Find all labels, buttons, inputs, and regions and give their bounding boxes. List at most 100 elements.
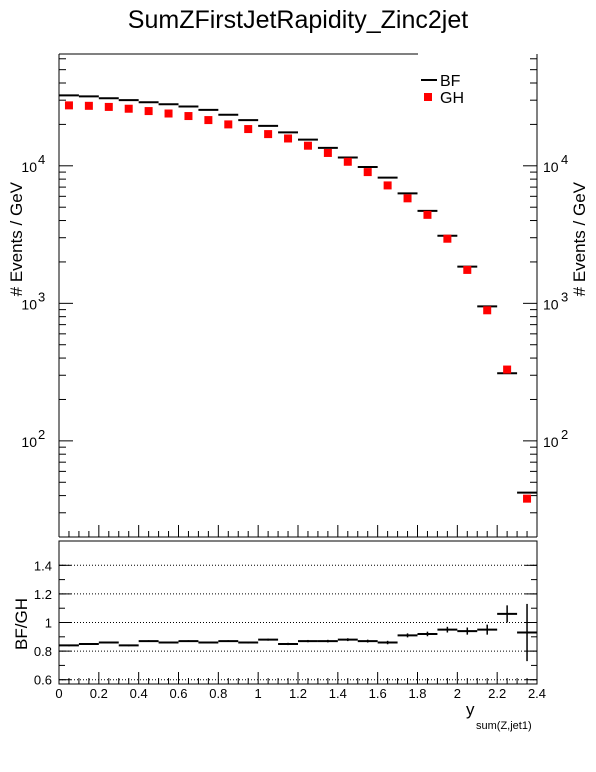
ratio-point <box>317 639 338 643</box>
y-tick-exponent: 2 <box>561 427 568 442</box>
gh-point <box>363 168 372 177</box>
series-bf <box>59 94 537 494</box>
x-tick-label: 0.8 <box>209 686 227 701</box>
gh-point <box>323 148 332 157</box>
ratio-point <box>98 641 119 644</box>
ratio-point <box>298 639 318 643</box>
ratio-y-tick-label: 0.6 <box>34 673 52 688</box>
gh-point <box>483 306 492 315</box>
legend-entry-gh: GH <box>424 90 464 107</box>
ratio-point <box>78 642 99 645</box>
y-tick-base: 10 <box>543 296 559 312</box>
ratio-point <box>218 640 239 643</box>
ratio-y-tick-label: 1.2 <box>34 587 52 602</box>
legend-label-bf: BF <box>440 73 461 90</box>
chart-title: SumZFirstJetRapidity_Zinc2jet <box>128 6 468 34</box>
ratio-y-tick-label: 0.8 <box>34 644 52 659</box>
y-tick-base: 10 <box>543 159 559 175</box>
gh-point <box>104 102 113 111</box>
gh-point <box>244 125 253 134</box>
ratio-point <box>118 644 139 647</box>
x-tick-label: 0.2 <box>90 686 108 701</box>
x-axis-label: y <box>466 700 475 719</box>
x-tick-label: 1.4 <box>329 686 347 701</box>
gh-point <box>84 101 93 110</box>
ratio-tick-labels: 0.6 0.8 1 1.2 1.4 0 0.2 0.4 0.6 0.8 1 1.2 1.4 1.6 1.8 2… <box>34 558 546 701</box>
gh-point <box>184 112 193 121</box>
y-tick-base: 10 <box>21 159 37 175</box>
x-tick-label: 2 <box>454 686 461 701</box>
x-axis-title: y sum(Z,jet1) <box>466 700 532 732</box>
gh-point <box>523 494 532 503</box>
gh-point <box>224 120 233 129</box>
main-axis-ticks <box>58 58 538 684</box>
gh-point <box>64 101 73 110</box>
y-tick-base: 10 <box>543 434 559 450</box>
ratio-gridlines <box>59 564 537 681</box>
series-ratio <box>59 603 537 662</box>
ratio-point <box>337 638 358 642</box>
y-tick-exponent: 4 <box>561 152 568 167</box>
ratio-point <box>258 638 279 641</box>
legend: BF GH <box>421 73 464 107</box>
main-y-axis-label: # Events / GeV <box>7 181 26 296</box>
y-tick-exponent: 3 <box>38 289 45 304</box>
gh-point <box>403 194 412 203</box>
ratio-point <box>477 624 498 635</box>
gh-point <box>204 116 213 125</box>
x-tick-label: 0.4 <box>130 686 148 701</box>
main-plot-frame <box>58 53 538 538</box>
y-tick-exponent: 3 <box>561 289 568 304</box>
y-tick-exponent: 2 <box>38 427 45 442</box>
gh-point <box>343 157 352 166</box>
x-tick-label: 2.2 <box>488 686 506 701</box>
gh-point <box>284 134 293 143</box>
ratio-axis-ticks <box>59 564 537 681</box>
ratio-point <box>437 626 458 633</box>
ratio-point <box>238 641 259 644</box>
ratio-point <box>278 642 298 646</box>
y-tick-label-left: 10 3 <box>21 289 45 312</box>
ratio-point <box>178 640 199 643</box>
x-tick-label: 1.6 <box>369 686 387 701</box>
y-tick-label-right: 10 4 <box>543 152 568 175</box>
y-tick-base: 10 <box>21 296 37 312</box>
legend-marker-gh <box>424 93 432 101</box>
ratio-point <box>357 639 378 643</box>
gh-point <box>423 210 432 219</box>
ratio-point <box>497 605 518 623</box>
ratio-y-axis-label: BF/GH <box>12 598 31 650</box>
y-tick-exponent: 4 <box>38 152 45 167</box>
ratio-point <box>457 627 478 635</box>
gh-point <box>164 109 173 118</box>
ratio-point <box>158 641 179 644</box>
x-tick-label: 1.8 <box>408 686 426 701</box>
ratio-y-tick-label: 1.4 <box>34 558 52 573</box>
x-axis-label-subscript: sum(Z,jet1) <box>476 720 532 732</box>
ratio-point <box>198 641 219 644</box>
x-tick-label: 0.6 <box>169 686 187 701</box>
ratio-point <box>517 603 537 662</box>
ratio-point <box>59 644 79 647</box>
gh-point <box>303 141 312 150</box>
ratio-plot-frame <box>58 540 538 685</box>
ratio-point <box>397 633 418 638</box>
x-tick-label: 0 <box>55 686 62 701</box>
gh-point <box>144 107 153 116</box>
y-tick-label-left: 10 2 <box>21 427 45 450</box>
series-gh <box>64 101 532 503</box>
ratio-point <box>138 640 159 643</box>
x-tick-label: 1 <box>255 686 262 701</box>
main-y-axis-label-right: # Events / GeV <box>570 181 589 296</box>
x-tick-label: 2.4 <box>528 686 546 701</box>
gh-point <box>463 265 472 274</box>
gh-point <box>264 130 273 139</box>
legend-label-gh: GH <box>440 90 464 107</box>
gh-point <box>443 234 452 243</box>
y-tick-base: 10 <box>21 434 37 450</box>
gh-point <box>503 365 512 374</box>
ratio-point <box>417 631 438 637</box>
gh-point <box>124 104 133 113</box>
gh-point <box>383 181 392 190</box>
